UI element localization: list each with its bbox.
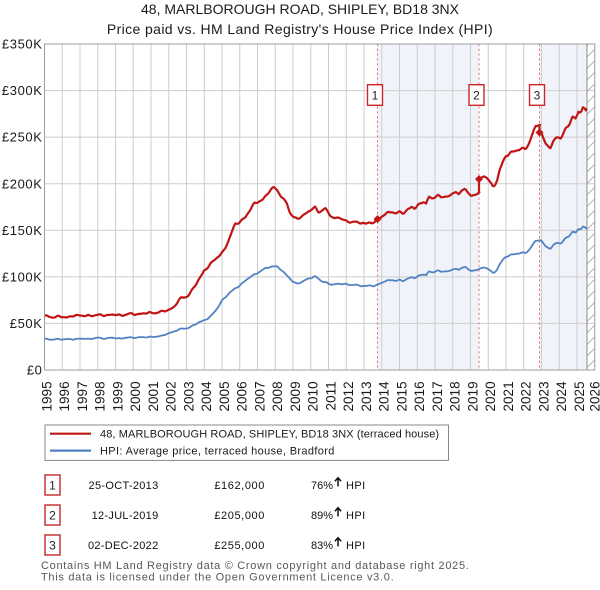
svg-text:2016: 2016 — [412, 381, 427, 411]
svg-text:3: 3 — [49, 539, 56, 553]
svg-text:1997: 1997 — [75, 381, 90, 411]
svg-text:76%: 76% — [311, 480, 333, 492]
svg-text:Contains HM Land Registry data: Contains HM Land Registry data © Crown c… — [41, 560, 470, 572]
svg-text:2019: 2019 — [465, 381, 480, 411]
svg-text:48, MARLBOROUGH ROAD, SHIPLEY,: 48, MARLBOROUGH ROAD, SHIPLEY, BD18 3NX … — [100, 428, 439, 440]
svg-text:2022: 2022 — [519, 381, 534, 411]
svg-text:2015: 2015 — [394, 381, 409, 411]
svg-text:25-OCT-2013: 25-OCT-2013 — [89, 480, 159, 492]
svg-text:2008: 2008 — [270, 381, 285, 411]
svg-text:£205,000: £205,000 — [214, 510, 265, 522]
svg-text:£255,000: £255,000 — [214, 540, 265, 552]
svg-text:£0: £0 — [27, 363, 43, 378]
svg-text:48, MARLBOROUGH ROAD, SHIPLEY,: 48, MARLBOROUGH ROAD, SHIPLEY, BD18 3NX — [141, 1, 460, 17]
svg-text:HPI: HPI — [346, 510, 366, 522]
svg-text:Price paid vs. HM Land Registr: Price paid vs. HM Land Registry's House … — [107, 21, 493, 37]
svg-text:2024: 2024 — [554, 381, 569, 412]
svg-text:2002: 2002 — [164, 381, 179, 411]
svg-text:2021: 2021 — [501, 381, 516, 411]
svg-text:1998: 1998 — [93, 381, 108, 411]
svg-text:1: 1 — [372, 89, 379, 103]
svg-text:2006: 2006 — [235, 381, 250, 411]
svg-text:2026: 2026 — [587, 381, 600, 411]
svg-text:HPI: HPI — [346, 480, 366, 492]
svg-text:2018: 2018 — [448, 381, 463, 411]
svg-text:£100K: £100K — [2, 270, 43, 285]
svg-text:£300K: £300K — [2, 83, 43, 98]
svg-text:2005: 2005 — [217, 381, 232, 411]
svg-text:2000: 2000 — [128, 381, 143, 411]
svg-text:2014: 2014 — [377, 381, 392, 412]
svg-text:2012: 2012 — [341, 381, 356, 411]
svg-text:2003: 2003 — [181, 381, 196, 411]
svg-text:02-DEC-2022: 02-DEC-2022 — [88, 540, 159, 552]
svg-text:2017: 2017 — [430, 381, 445, 411]
svg-text:£162,000: £162,000 — [214, 480, 265, 492]
svg-text:2013: 2013 — [359, 381, 374, 411]
svg-text:2025: 2025 — [572, 381, 587, 411]
svg-text:1996: 1996 — [57, 381, 72, 411]
svg-text:This data is licensed under th: This data is licensed under the Open Gov… — [41, 572, 394, 584]
svg-text:2004: 2004 — [199, 381, 214, 412]
svg-text:89%: 89% — [311, 510, 333, 522]
svg-text:£200K: £200K — [2, 176, 43, 191]
svg-text:£150K: £150K — [2, 223, 43, 238]
svg-text:2011: 2011 — [323, 381, 338, 410]
svg-text:83%: 83% — [311, 540, 333, 552]
svg-text:HPI: Average price, terraced h: HPI: Average price, terraced house, Brad… — [100, 445, 335, 457]
svg-text:1: 1 — [49, 479, 56, 493]
svg-text:2023: 2023 — [536, 381, 551, 411]
svg-text:2009: 2009 — [288, 381, 303, 411]
svg-text:3: 3 — [534, 89, 541, 103]
svg-text:2: 2 — [473, 89, 480, 103]
svg-text:£250K: £250K — [2, 130, 43, 145]
svg-text:2010: 2010 — [306, 381, 321, 411]
svg-text:12-JUL-2019: 12-JUL-2019 — [92, 510, 159, 522]
svg-text:£50K: £50K — [10, 316, 43, 331]
svg-text:HPI: HPI — [346, 540, 366, 552]
svg-text:2001: 2001 — [146, 381, 161, 411]
svg-text:2: 2 — [49, 509, 56, 523]
svg-text:£350K: £350K — [2, 37, 43, 52]
svg-text:2007: 2007 — [252, 381, 267, 411]
svg-text:1999: 1999 — [110, 381, 125, 411]
svg-text:2020: 2020 — [483, 381, 498, 411]
svg-text:1995: 1995 — [39, 381, 54, 411]
